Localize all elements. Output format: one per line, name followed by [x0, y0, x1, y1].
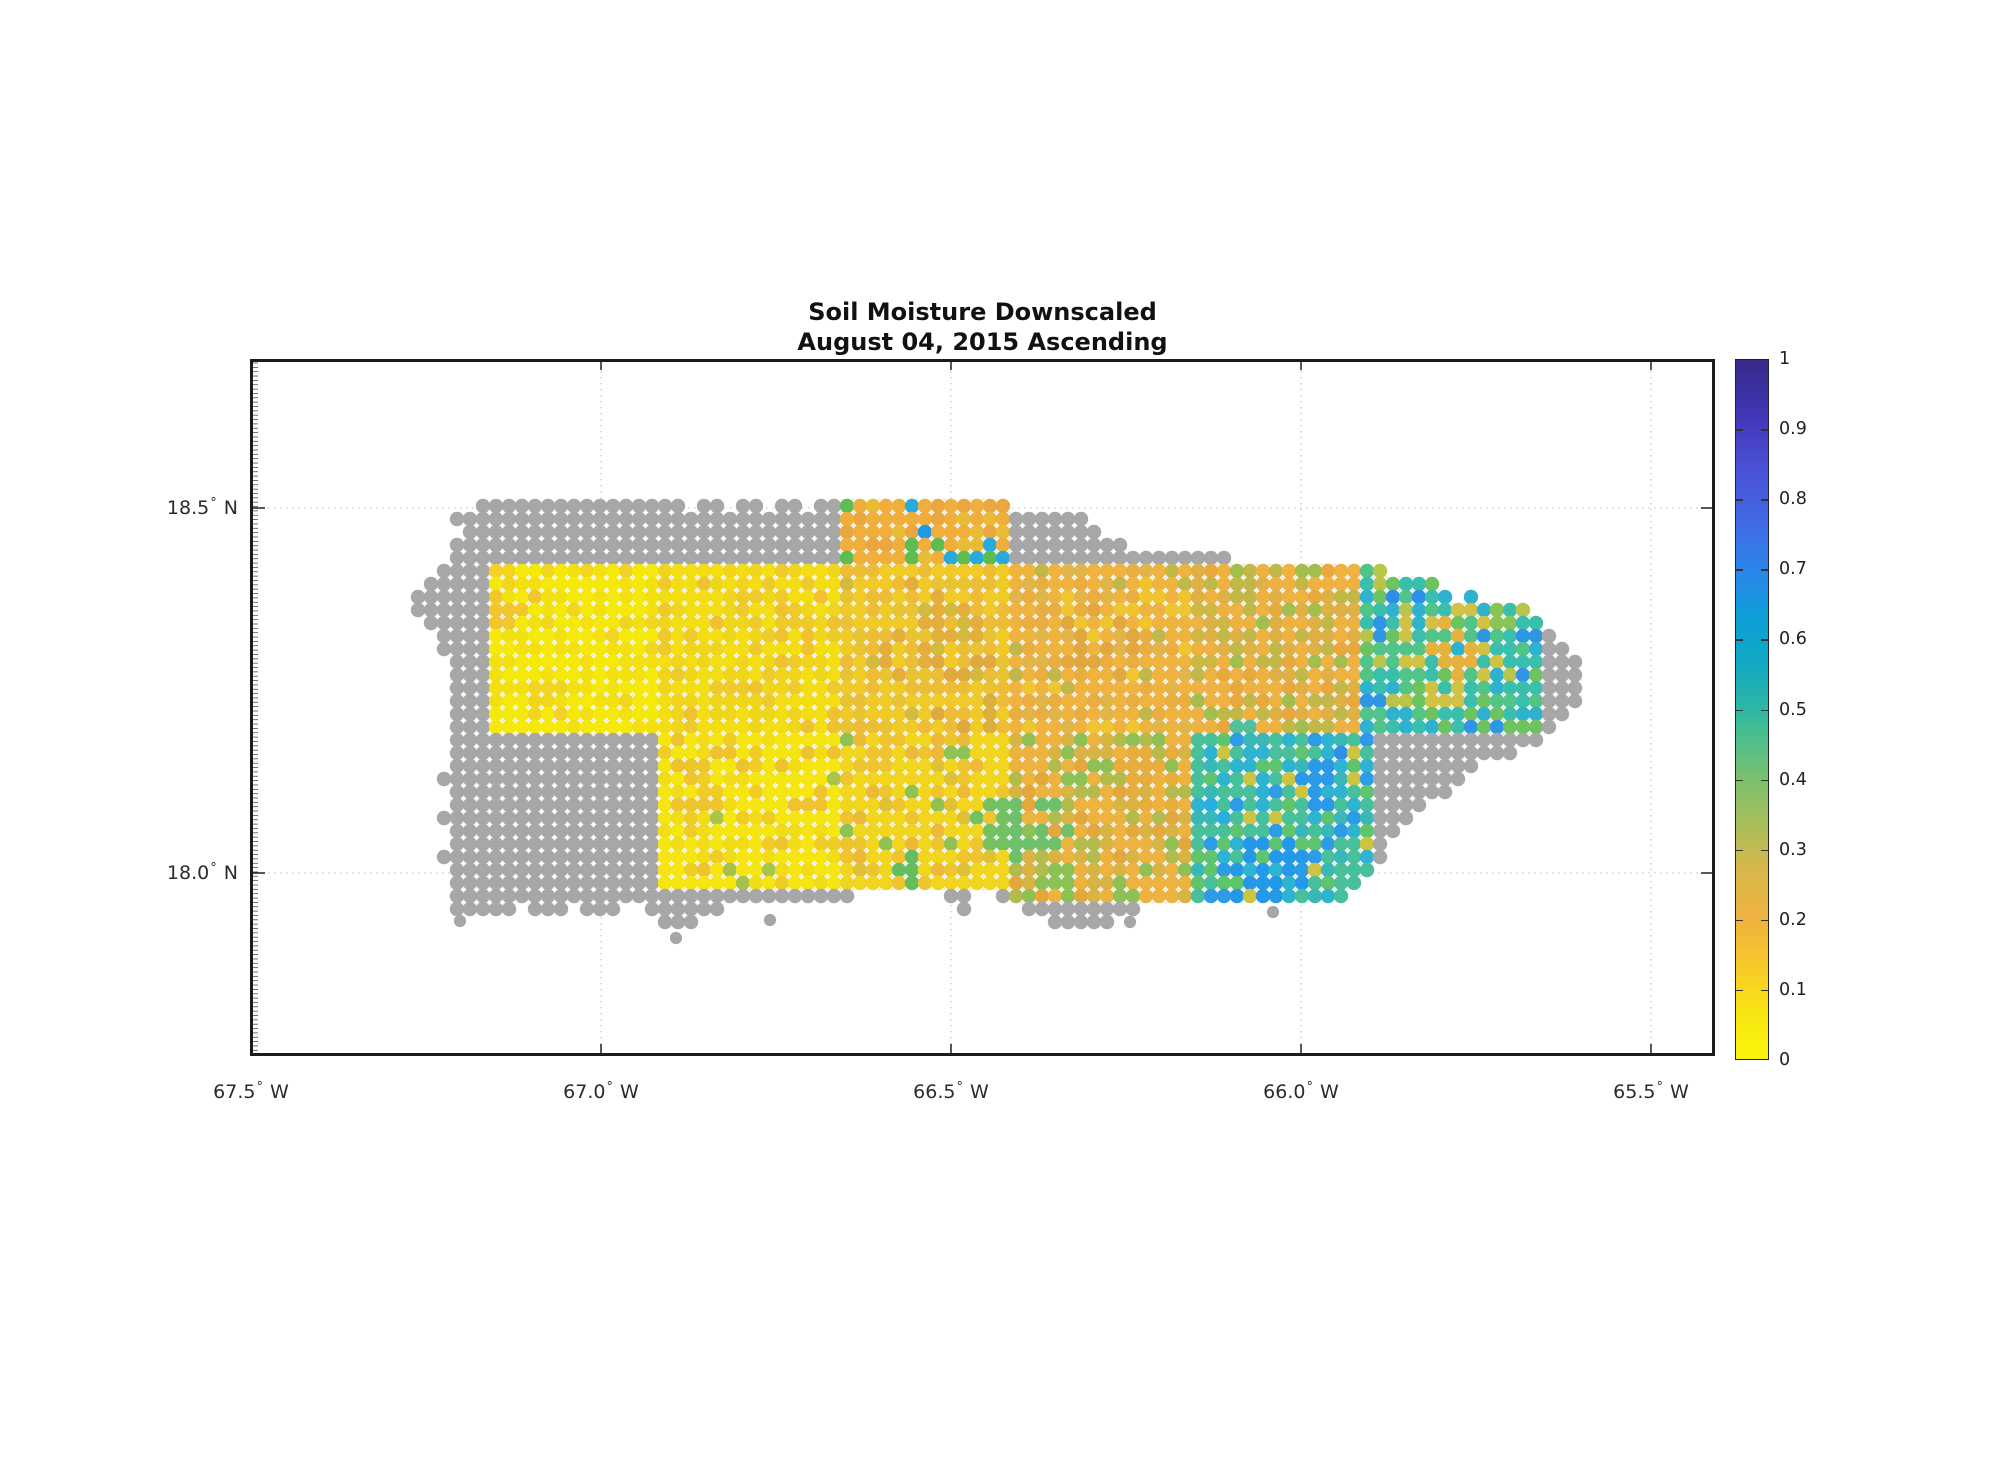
degree-symbol: °	[1656, 1080, 1663, 1095]
colorbar-tick-label: 0.1	[1779, 979, 1807, 1000]
colorbar-tick-label: 1	[1779, 349, 1791, 369]
degree-symbol: °	[210, 861, 217, 876]
colorbar-tick-mark	[1736, 919, 1743, 922]
colorbar-tick-mark	[1761, 989, 1768, 992]
colorbar-tick-mark	[1761, 639, 1768, 641]
colorbar-tick-label: 0	[1779, 1050, 1791, 1070]
colorbar-tick-mark	[1761, 499, 1768, 501]
x-tick-label: 67.5° W	[213, 1080, 289, 1103]
colorbar-tick-mark	[1736, 569, 1743, 571]
cell-dot-overlay	[493, 495, 1537, 906]
colorbar-tick-mark	[1761, 919, 1768, 922]
colorbar-tick-label: 0.3	[1779, 839, 1807, 860]
colorbar-tick-mark	[1761, 849, 1768, 852]
colorbar-tick-mark	[1736, 639, 1743, 641]
x-tick-label: 65.5° W	[1613, 1080, 1689, 1103]
degree-symbol: °	[956, 1080, 963, 1095]
chart-subtitle: August 04, 2015 Ascending	[797, 328, 1168, 356]
y-tick-label: 18.0° N	[166, 861, 238, 884]
degree-symbol: °	[210, 496, 217, 511]
degree-symbol: °	[1306, 1080, 1313, 1095]
colorbar-tick-mark	[1761, 569, 1768, 571]
colorbar-tick-label: 0.8	[1779, 489, 1807, 510]
colorbar-tick-mark	[1736, 429, 1743, 431]
colorbar-tick-mark	[1761, 429, 1768, 431]
colorbar-tick-mark	[1761, 779, 1768, 782]
degree-symbol: °	[256, 1080, 263, 1095]
colorbar-tick-mark	[1736, 989, 1743, 992]
degree-symbol: °	[606, 1080, 613, 1095]
colorbar-tick-mark	[1736, 849, 1743, 852]
colorbar-tick-label: 0.7	[1779, 559, 1807, 580]
soil-moisture-map	[250, 359, 1715, 1056]
axis-minor-ticks	[253, 362, 258, 1051]
colorbar-tick-label: 0.6	[1779, 629, 1807, 650]
colorbar-tick-mark	[1736, 779, 1743, 782]
x-tick-label: 66.5° W	[913, 1080, 989, 1103]
x-tick-label: 67.0° W	[563, 1080, 639, 1103]
colorbar-tick-label: 0.4	[1779, 769, 1807, 790]
colorbar-tick-label: 0.2	[1779, 909, 1807, 930]
chart-title: Soil Moisture Downscaled	[808, 298, 1157, 326]
x-tick-label: 66.0° W	[1263, 1080, 1339, 1103]
colorbar-tick-label: 0.9	[1779, 419, 1807, 440]
colorbar-tick-mark	[1761, 709, 1768, 711]
colorbar-tick-mark	[1736, 499, 1743, 501]
colorbar-tick-label: 0.5	[1779, 699, 1807, 720]
colorbar-tick-mark	[1736, 709, 1743, 711]
chart-title-block: Soil Moisture Downscaled August 04, 2015…	[250, 297, 1715, 357]
y-tick-label: 18.5° N	[166, 496, 238, 519]
